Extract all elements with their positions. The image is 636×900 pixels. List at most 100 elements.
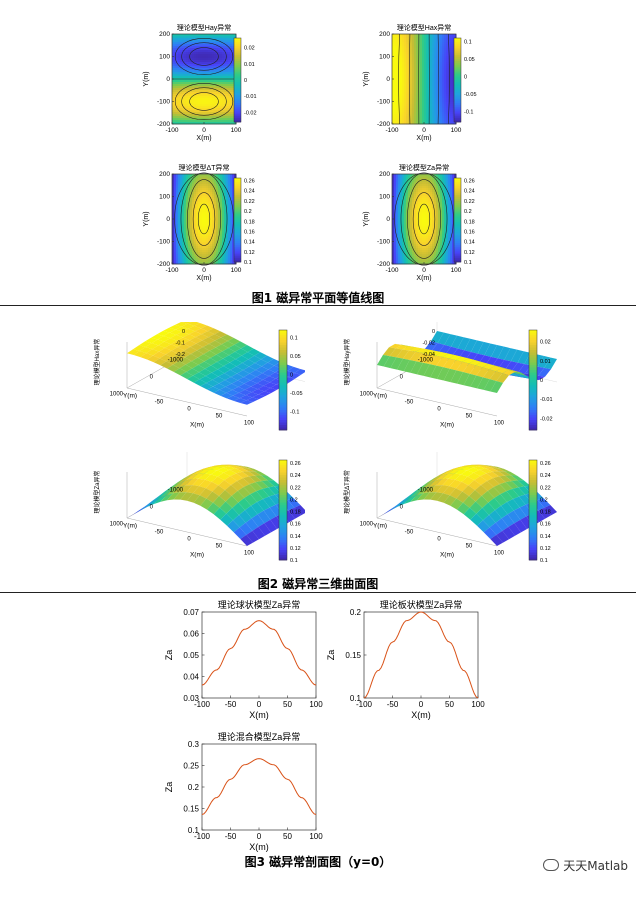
- heatmap-cell: [220, 62, 223, 65]
- heatmap-cell: [436, 90, 439, 93]
- heatmap-cell: [226, 244, 229, 247]
- heatmap-cell: [438, 62, 441, 65]
- heatmap-cell: [172, 88, 175, 91]
- heatmap-cell: [178, 180, 181, 183]
- heatmap-cell: [190, 118, 193, 121]
- heatmap-cell: [452, 106, 455, 109]
- heatmap-cell: [186, 102, 189, 105]
- heatmap-cell: [436, 40, 439, 43]
- heatmap-cell: [174, 90, 177, 93]
- heatmap-cell: [188, 214, 191, 217]
- heatmap-cell: [190, 186, 193, 189]
- heatmap-cell: [184, 236, 187, 239]
- heatmap-cell: [402, 58, 405, 61]
- heatmap-cell: [212, 216, 215, 219]
- heatmap-cell: [206, 56, 209, 59]
- heatmap-cell: [396, 202, 399, 205]
- heatmap-cell: [184, 62, 187, 65]
- heatmap-cell: [200, 174, 203, 177]
- heatmap-cell: [392, 90, 395, 93]
- heatmap-cell: [232, 182, 235, 185]
- heatmap-cell: [216, 76, 219, 79]
- heatmap-cell: [394, 232, 397, 235]
- heatmap-cell: [200, 240, 203, 243]
- heatmap-cell: [400, 44, 403, 47]
- heatmap-cell: [218, 38, 221, 41]
- heatmap-cell: [178, 42, 181, 45]
- heatmap-cell: [186, 240, 189, 243]
- heatmap-cell: [196, 186, 199, 189]
- heatmap-cell: [402, 78, 405, 81]
- heatmap-cell: [232, 194, 235, 197]
- heatmap-cell: [182, 34, 185, 37]
- heatmap-cell: [186, 242, 189, 245]
- heatmap-cell: [218, 204, 221, 207]
- heatmap-cell: [206, 214, 209, 217]
- heatmap-cell: [208, 100, 211, 103]
- heatmap-cell: [212, 220, 215, 223]
- heatmap-cell: [222, 62, 225, 65]
- heatmap-cell: [214, 48, 217, 51]
- heatmap-cell: [208, 60, 211, 63]
- heatmap-cell: [402, 232, 405, 235]
- heatmap-cell: [200, 68, 203, 71]
- heatmap-cell: [192, 44, 195, 47]
- heatmap-cell: [216, 206, 219, 209]
- y-tick-label: 200: [159, 171, 170, 178]
- heatmap-cell: [420, 116, 423, 119]
- heatmap-cell: [436, 74, 439, 77]
- heatmap-cell: [180, 178, 183, 181]
- colorbar-segment: [234, 180, 241, 183]
- heatmap-cell: [190, 240, 193, 243]
- heatmap-cell: [214, 196, 217, 199]
- heatmap-cell: [190, 88, 193, 91]
- heatmap-cell: [232, 76, 235, 79]
- heatmap-cell: [432, 50, 435, 53]
- heatmap-cell: [232, 228, 235, 231]
- heatmap-cell: [410, 210, 413, 213]
- heatmap-cell: [206, 246, 209, 249]
- heatmap-cell: [434, 84, 437, 87]
- heatmap-cell: [404, 92, 407, 95]
- heatmap-cell: [208, 86, 211, 89]
- heatmap-cell: [192, 46, 195, 49]
- heatmap-cell: [190, 260, 193, 263]
- heatmap-cell: [218, 258, 221, 261]
- heatmap-cell: [200, 206, 203, 209]
- heatmap-cell: [198, 184, 201, 187]
- heatmap-cell: [228, 54, 231, 57]
- heatmap-cell: [212, 116, 215, 119]
- heatmap-cell: [400, 110, 403, 113]
- heatmap-cell: [232, 120, 235, 123]
- heatmap-cell: [172, 228, 175, 231]
- colorbar-segment: [234, 234, 241, 238]
- heatmap-cell: [206, 76, 209, 79]
- heatmap-cell: [208, 258, 211, 261]
- heatmap-cell: [410, 178, 413, 181]
- heatmap-cell: [216, 230, 219, 233]
- heatmap-cell: [188, 234, 191, 237]
- heatmap-cell: [438, 98, 441, 101]
- colorbar-tick-label: 0.14: [244, 240, 255, 246]
- colorbar-segment: [454, 61, 461, 64]
- heatmap-cell: [188, 190, 191, 193]
- heatmap-cell: [232, 68, 235, 71]
- heatmap-cell: [206, 206, 209, 209]
- heatmap-cell: [194, 198, 197, 201]
- heatmap-cell: [426, 116, 429, 119]
- heatmap-cell: [228, 234, 231, 237]
- heatmap-cell: [190, 188, 193, 191]
- heatmap-cell: [230, 248, 233, 251]
- heatmap-cell: [180, 106, 183, 109]
- heatmap-cell: [208, 216, 211, 219]
- colorbar-segment: [234, 209, 241, 212]
- heatmap-cell: [214, 104, 217, 107]
- heatmap-cell: [208, 222, 211, 225]
- colorbar-segment: [234, 194, 241, 198]
- heatmap-cell: [218, 196, 221, 199]
- heatmap-cell: [400, 186, 403, 189]
- heatmap-cell: [178, 60, 181, 63]
- heatmap-cell: [432, 64, 435, 67]
- heatmap-cell: [448, 114, 451, 117]
- heatmap-cell: [408, 186, 411, 189]
